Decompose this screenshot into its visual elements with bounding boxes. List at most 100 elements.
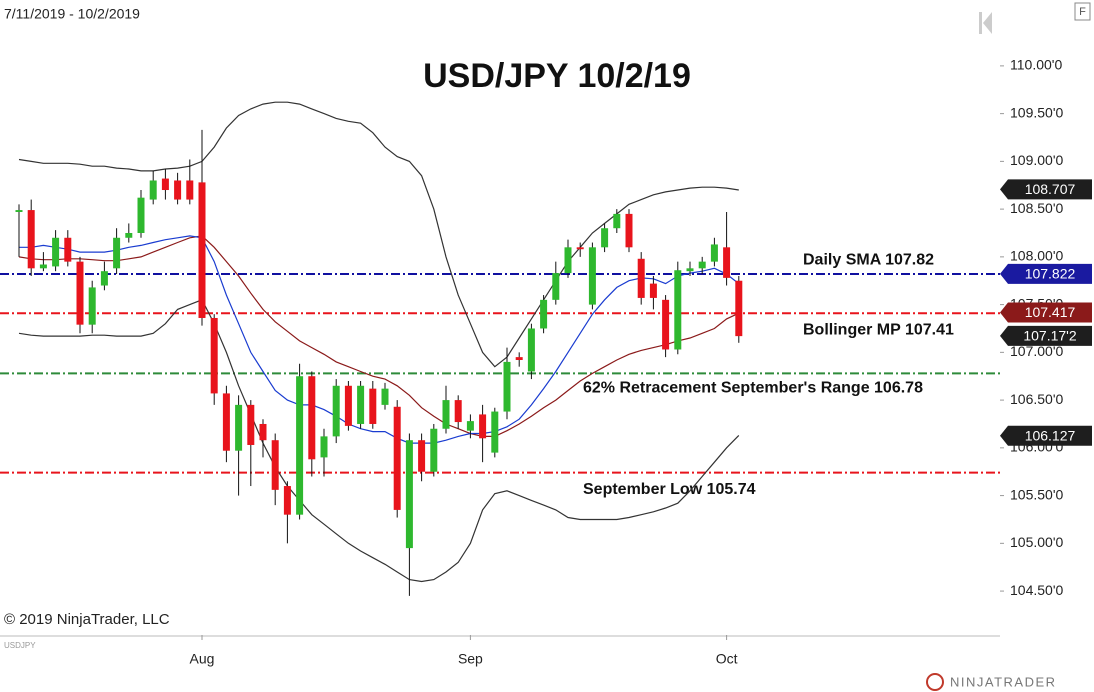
- candle-body: [308, 376, 316, 460]
- y-tick-label: 109.50'0: [1010, 104, 1063, 120]
- candle-body: [710, 244, 718, 262]
- candle-body: [332, 385, 340, 437]
- candle-body: [735, 280, 743, 337]
- candle-body: [198, 182, 206, 318]
- candle-body: [637, 258, 645, 298]
- x-tick-label: Aug: [190, 651, 215, 667]
- candle-body: [662, 299, 670, 350]
- x-tick-label: Oct: [716, 651, 738, 667]
- candle-body: [625, 213, 633, 248]
- level-label: 62% Retracement September's Range 106.78: [583, 380, 923, 397]
- candle-body: [39, 264, 47, 269]
- x-tick-label: Sep: [458, 651, 483, 667]
- candle-body: [320, 436, 328, 458]
- candle-body: [515, 357, 523, 360]
- candle-body: [552, 273, 560, 300]
- candle-body: [88, 287, 96, 325]
- nav-icon[interactable]: [979, 12, 992, 34]
- candle-body: [100, 271, 108, 286]
- candle-body: [15, 210, 23, 212]
- y-tick-label: 105.50'0: [1010, 486, 1063, 502]
- candle-body: [466, 421, 474, 431]
- y-tick-label: 109.00'0: [1010, 152, 1063, 168]
- y-tick-label: 106.50'0: [1010, 391, 1063, 407]
- price-tag-label: 107.822: [1025, 266, 1076, 282]
- candle-body: [649, 283, 657, 298]
- candle-body: [369, 388, 377, 424]
- candle-body: [393, 406, 401, 510]
- price-tag: [1000, 302, 1092, 323]
- candle-body: [271, 440, 279, 490]
- candle-body: [698, 261, 706, 269]
- price-tag-label: 108.707: [1025, 181, 1076, 197]
- level-label: Daily SMA 107.82: [803, 251, 934, 268]
- candle-body: [186, 180, 194, 200]
- candle-body: [613, 213, 621, 229]
- price-tag: [1000, 179, 1092, 200]
- candle-body: [381, 388, 389, 405]
- price-tag-label: 107.17'2: [1023, 328, 1076, 344]
- indicator-line: [18, 101, 739, 368]
- candle-body: [503, 361, 511, 412]
- y-tick-label: 107.00'0: [1010, 343, 1063, 359]
- candle-body: [588, 247, 596, 305]
- price-tag: [1000, 263, 1092, 284]
- candle-body: [174, 180, 182, 200]
- candle-body: [235, 404, 243, 451]
- date-range: 7/11/2019 - 10/2/2019: [4, 6, 140, 22]
- candle-body: [259, 423, 267, 441]
- candle-body: [527, 328, 535, 372]
- candle-body: [601, 228, 609, 248]
- candle-body: [430, 428, 438, 472]
- candle-body: [357, 385, 365, 424]
- candle-body: [344, 385, 352, 426]
- nav-bar: [979, 12, 982, 34]
- logo-icon: [926, 673, 944, 691]
- y-tick-label: 108.50'0: [1010, 200, 1063, 216]
- indicator-line: [18, 235, 740, 437]
- candle-body: [564, 247, 572, 274]
- candle-body: [137, 197, 145, 233]
- candle-body: [674, 270, 682, 350]
- y-tick-label: 104.50'0: [1010, 582, 1063, 598]
- button-box[interactable]: [1074, 2, 1091, 21]
- logo: NINJATRADER: [950, 674, 1057, 689]
- level-label: September Low 105.74: [583, 481, 756, 498]
- candle-body: [723, 247, 731, 278]
- candle-body: [576, 247, 584, 250]
- indicator-line: [18, 299, 740, 583]
- candle-body: [64, 237, 72, 262]
- y-tick-label: 110.00'0: [1010, 57, 1062, 73]
- price-tag: [1000, 325, 1092, 346]
- candle-body: [52, 237, 60, 267]
- instrument: USDJPY: [4, 641, 36, 650]
- indicator-line: [19, 235, 740, 444]
- candle-body: [247, 404, 255, 445]
- candle-body: [686, 268, 694, 272]
- candle-body: [222, 393, 230, 451]
- candle-body: [405, 440, 413, 549]
- copyright: © 2019 NinjaTrader, LLC: [4, 611, 170, 628]
- candle-body: [27, 210, 35, 269]
- nav-arrow: [983, 12, 992, 34]
- candle-body: [479, 414, 487, 439]
- button-label[interactable]: F: [1079, 6, 1086, 18]
- y-tick-label: 108.00'0: [1010, 248, 1063, 264]
- candle-body: [149, 180, 157, 200]
- candle-body: [161, 178, 169, 191]
- candle-body: [442, 400, 450, 429]
- candle-body: [418, 440, 426, 472]
- candle-body: [283, 486, 291, 515]
- y-tick-label: 105.00'0: [1010, 534, 1063, 550]
- candle-body: [125, 232, 133, 238]
- price-tag: [1000, 425, 1092, 446]
- chart-title: USD/JPY 10/2/19: [423, 57, 691, 95]
- candle-body: [113, 237, 121, 269]
- candle-body: [454, 400, 462, 423]
- candle-body: [491, 411, 499, 453]
- candle-body: [210, 317, 218, 394]
- candle-body: [540, 299, 548, 329]
- price-tag-label: 106.127: [1025, 427, 1076, 443]
